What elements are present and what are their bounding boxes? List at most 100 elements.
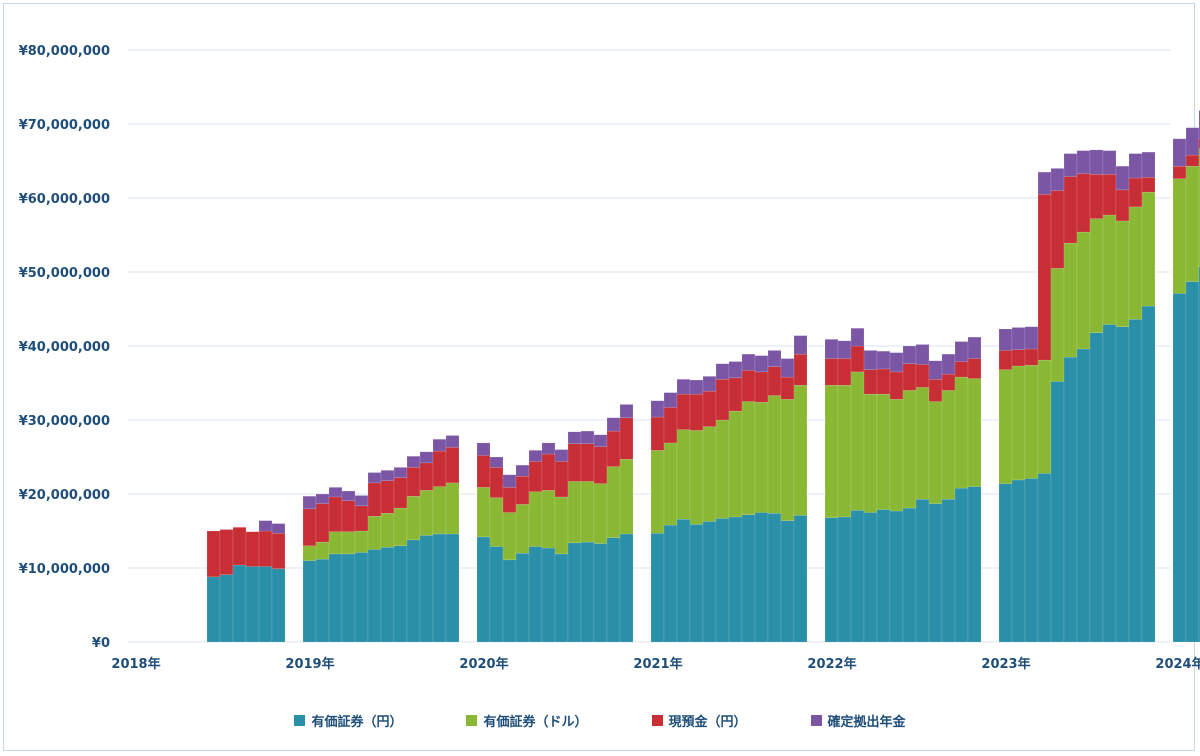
bar-segment-dc[interactable]: [728, 361, 743, 379]
bar-segment-usd_sec[interactable]: [328, 531, 343, 555]
bar-segment-dc[interactable]: [767, 350, 782, 367]
bar-segment-usd_sec[interactable]: [354, 530, 369, 553]
bar-segment-cash[interactable]: [1128, 177, 1143, 208]
bar-segment-yen_sec[interactable]: [850, 510, 865, 643]
bar-segment-dc[interactable]: [928, 360, 943, 380]
bar-segment-cash[interactable]: [702, 390, 717, 427]
bar-segment-usd_sec[interactable]: [489, 497, 504, 547]
bar-segment-cash[interactable]: [889, 371, 904, 400]
bar-segment-cash[interactable]: [1037, 194, 1052, 361]
bar-segment-cash[interactable]: [554, 461, 569, 498]
bar-segment-yen_sec[interactable]: [967, 486, 982, 643]
bar-segment-yen_sec[interactable]: [1024, 478, 1039, 643]
bar-segment-cash[interactable]: [515, 475, 530, 505]
bar-segment-dc[interactable]: [998, 328, 1013, 351]
bar-segment-yen_sec[interactable]: [876, 509, 891, 643]
bar-segment-cash[interactable]: [967, 358, 982, 379]
bar-segment-yen_sec[interactable]: [476, 536, 491, 643]
bar-segment-yen_sec[interactable]: [824, 517, 839, 643]
bar-segment-dc[interactable]: [489, 456, 504, 468]
bar-segment-cash[interactable]: [741, 370, 756, 402]
bar-segment-yen_sec[interactable]: [941, 498, 956, 643]
bar-segment-cash[interactable]: [419, 462, 434, 491]
bar-segment-usd_sec[interactable]: [767, 395, 782, 514]
bar-segment-dc[interactable]: [1102, 150, 1117, 175]
bar-segment-dc[interactable]: [824, 339, 839, 359]
bar-segment-usd_sec[interactable]: [432, 486, 447, 535]
bar-segment-yen_sec[interactable]: [567, 542, 582, 643]
bar-segment-usd_sec[interactable]: [419, 490, 434, 536]
bar-segment-usd_sec[interactable]: [941, 390, 956, 500]
bar-segment-cash[interactable]: [445, 447, 460, 484]
bar-segment-usd_sec[interactable]: [889, 399, 904, 512]
bar-segment-usd_sec[interactable]: [476, 487, 491, 538]
bar-segment-dc[interactable]: [689, 379, 704, 395]
bar-segment-cash[interactable]: [689, 393, 704, 431]
bar-segment-cash[interactable]: [258, 530, 273, 567]
bar-segment-usd_sec[interactable]: [876, 393, 891, 510]
bar-segment-dc[interactable]: [754, 355, 769, 373]
bar-segment-yen_sec[interactable]: [767, 512, 782, 643]
bar-segment-dc[interactable]: [876, 350, 891, 370]
bar-segment-cash[interactable]: [232, 527, 247, 566]
bar-segment-dc[interactable]: [702, 376, 717, 392]
bar-segment-dc[interactable]: [515, 464, 530, 477]
bar-segment-dc[interactable]: [715, 363, 730, 380]
bar-segment-cash[interactable]: [998, 350, 1013, 370]
bar-segment-cash[interactable]: [406, 467, 421, 497]
bar-segment-dc[interactable]: [445, 435, 460, 448]
bar-segment-dc[interactable]: [915, 344, 930, 365]
bar-segment-usd_sec[interactable]: [515, 504, 530, 554]
bar-segment-yen_sec[interactable]: [754, 512, 769, 643]
legend-item-cash[interactable]: 現預金（円）: [651, 708, 747, 732]
bar-segment-yen_sec[interactable]: [432, 533, 447, 643]
bar-segment-dc[interactable]: [1185, 127, 1200, 156]
bar-segment-dc[interactable]: [780, 358, 795, 378]
bar-segment-yen_sec[interactable]: [328, 553, 343, 643]
bar-segment-dc[interactable]: [1115, 165, 1130, 191]
bar-segment-yen_sec[interactable]: [232, 564, 247, 643]
bar-segment-cash[interactable]: [902, 363, 917, 391]
bar-segment-dc[interactable]: [1089, 149, 1104, 175]
bar-segment-dc[interactable]: [1172, 138, 1187, 167]
bar-segment-yen_sec[interactable]: [541, 547, 556, 643]
bar-segment-yen_sec[interactable]: [728, 516, 743, 643]
bar-segment-dc[interactable]: [863, 350, 878, 370]
bar-segment-yen_sec[interactable]: [1102, 324, 1117, 643]
bar-segment-yen_sec[interactable]: [606, 537, 621, 643]
bar-segment-yen_sec[interactable]: [302, 560, 317, 643]
legend-item-usd-securities[interactable]: 有価証券（ドル）: [466, 708, 588, 732]
bar-segment-usd_sec[interactable]: [445, 482, 460, 535]
bar-segment-cash[interactable]: [1024, 348, 1039, 366]
bar-segment-cash[interactable]: [850, 345, 865, 373]
bar-segment-yen_sec[interactable]: [406, 539, 421, 643]
bar-segment-yen_sec[interactable]: [393, 545, 408, 643]
bar-segment-dc[interactable]: [1024, 326, 1039, 350]
bar-segment-yen_sec[interactable]: [619, 533, 634, 643]
bar-segment-dc[interactable]: [328, 487, 343, 498]
bar-segment-cash[interactable]: [1172, 165, 1187, 180]
bar-segment-cash[interactable]: [915, 364, 930, 388]
bar-segment-dc[interactable]: [1076, 150, 1091, 174]
bar-segment-dc[interactable]: [1063, 153, 1078, 177]
bar-segment-yen_sec[interactable]: [780, 520, 795, 643]
bar-segment-dc[interactable]: [258, 520, 273, 532]
bar-segment-yen_sec[interactable]: [1037, 473, 1052, 643]
bar-segment-yen_sec[interactable]: [380, 547, 395, 643]
bar-segment-cash[interactable]: [271, 532, 286, 569]
bar-segment-dc[interactable]: [606, 417, 621, 432]
bar-segment-usd_sec[interactable]: [967, 378, 982, 487]
bar-segment-usd_sec[interactable]: [367, 515, 382, 550]
bar-segment-yen_sec[interactable]: [1011, 479, 1026, 643]
bar-segment-cash[interactable]: [315, 503, 330, 543]
bar-segment-yen_sec[interactable]: [1063, 356, 1078, 643]
bar-segment-cash[interactable]: [1089, 174, 1104, 219]
bar-segment-usd_sec[interactable]: [1172, 178, 1187, 294]
bar-segment-usd_sec[interactable]: [1024, 364, 1039, 479]
bar-segment-yen_sec[interactable]: [1089, 332, 1104, 643]
bar-segment-usd_sec[interactable]: [676, 429, 691, 520]
bar-segment-usd_sec[interactable]: [863, 393, 878, 513]
bar-segment-yen_sec[interactable]: [793, 515, 808, 643]
bar-segment-dc[interactable]: [380, 470, 395, 481]
bar-segment-dc[interactable]: [1050, 168, 1065, 191]
